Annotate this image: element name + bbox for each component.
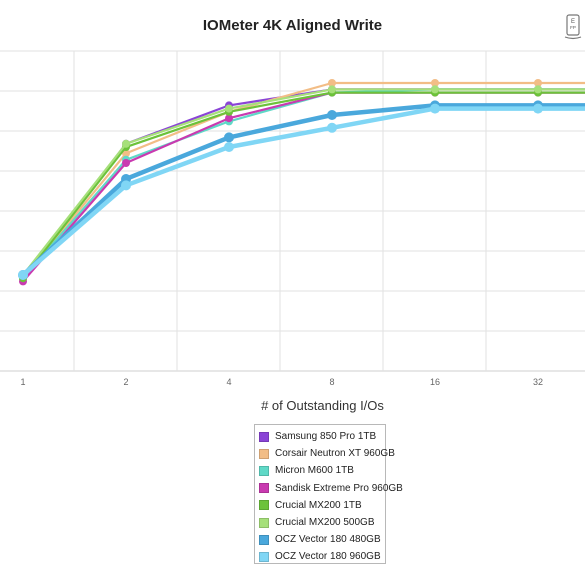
legend-swatch — [259, 483, 269, 494]
legend-swatch — [259, 551, 269, 562]
legend-item: Sandisk Extreme Pro 960GB — [259, 480, 403, 497]
data-point — [534, 79, 542, 87]
legend-item: Micron M600 1TB — [259, 462, 385, 479]
legend-label: OCZ Vector 180 960GB — [275, 551, 381, 563]
data-point — [225, 114, 233, 123]
data-point — [327, 122, 337, 133]
data-point — [224, 142, 234, 152]
data-point — [430, 103, 440, 114]
data-point — [533, 103, 543, 114]
chart-title: IOMeter 4K Aligned Write — [202, 17, 383, 34]
legend-item: Samsung 850 Pro 1TB — [259, 428, 385, 445]
legend-item: OCZ Vector 180 480GB — [259, 531, 385, 548]
x-axis-label: # of Outstanding I/Os — [261, 398, 384, 413]
data-point — [121, 180, 131, 191]
x-tick-label: 1 — [20, 377, 25, 387]
data-point — [225, 104, 233, 113]
x-tick-label: 2 — [123, 377, 128, 387]
legend-item: Crucial MX200 1TB — [259, 497, 385, 514]
legend-swatch — [259, 517, 269, 528]
data-point — [328, 79, 336, 87]
x-tick-label: 16 — [430, 377, 440, 387]
legend-label: Sandisk Extreme Pro 960GB — [275, 482, 403, 494]
x-ticks: 1 2 4 8 16 32 — [20, 377, 543, 387]
legend-item: Corsair Neutron XT 960GB — [259, 445, 395, 462]
svg-text:E: E — [571, 19, 575, 25]
legend-swatch — [259, 500, 269, 511]
legend-swatch — [259, 448, 269, 459]
x-tick-label: 32 — [533, 377, 543, 387]
legend-label: Samsung 850 Pro 1TB — [275, 431, 377, 443]
series-corsair-neutron-xt-960gb — [19, 79, 585, 283]
series-micron-m600-1tb — [19, 85, 585, 283]
data-point — [328, 85, 336, 94]
legend-swatch — [259, 534, 269, 545]
eye-chart-icon: E FP — [564, 14, 582, 40]
series-line — [21, 106, 585, 277]
data-point — [122, 159, 130, 167]
data-point — [122, 139, 130, 148]
data-point — [327, 110, 337, 120]
legend-label: OCZ Vector 180 480GB — [275, 534, 381, 546]
legend-label: Micron M600 1TB — [275, 465, 354, 477]
legend-label: Crucial MX200 1TB — [275, 499, 362, 511]
data-point — [534, 85, 542, 94]
series-group — [18, 79, 585, 286]
series-crucial-mx200-500gb — [19, 85, 585, 279]
legend: Samsung 850 Pro 1TB Corsair Neutron XT 96… — [254, 424, 403, 565]
data-point — [18, 270, 28, 280]
legend-label: Corsair Neutron XT 960GB — [275, 448, 395, 460]
series-sandisk-extreme-pro-960gb — [19, 88, 585, 286]
data-point — [122, 149, 130, 158]
svg-text:FP: FP — [570, 25, 576, 30]
plot-area: 1 2 4 8 16 32 — [0, 50, 585, 387]
series-ocz-vector-180-960gb — [18, 103, 585, 280]
x-tick-label: 4 — [226, 377, 231, 387]
grid — [0, 50, 585, 372]
data-point — [431, 85, 439, 94]
legend-item: Crucial MX200 500GB — [259, 514, 385, 531]
legend-swatch — [259, 465, 269, 476]
legend-label: Crucial MX200 500GB — [275, 517, 375, 529]
x-tick-label: 8 — [329, 377, 334, 387]
legend-swatch — [259, 431, 269, 442]
legend-item: OCZ Vector 180 960GB — [259, 548, 385, 565]
data-point — [224, 132, 234, 143]
data-point — [431, 79, 439, 87]
